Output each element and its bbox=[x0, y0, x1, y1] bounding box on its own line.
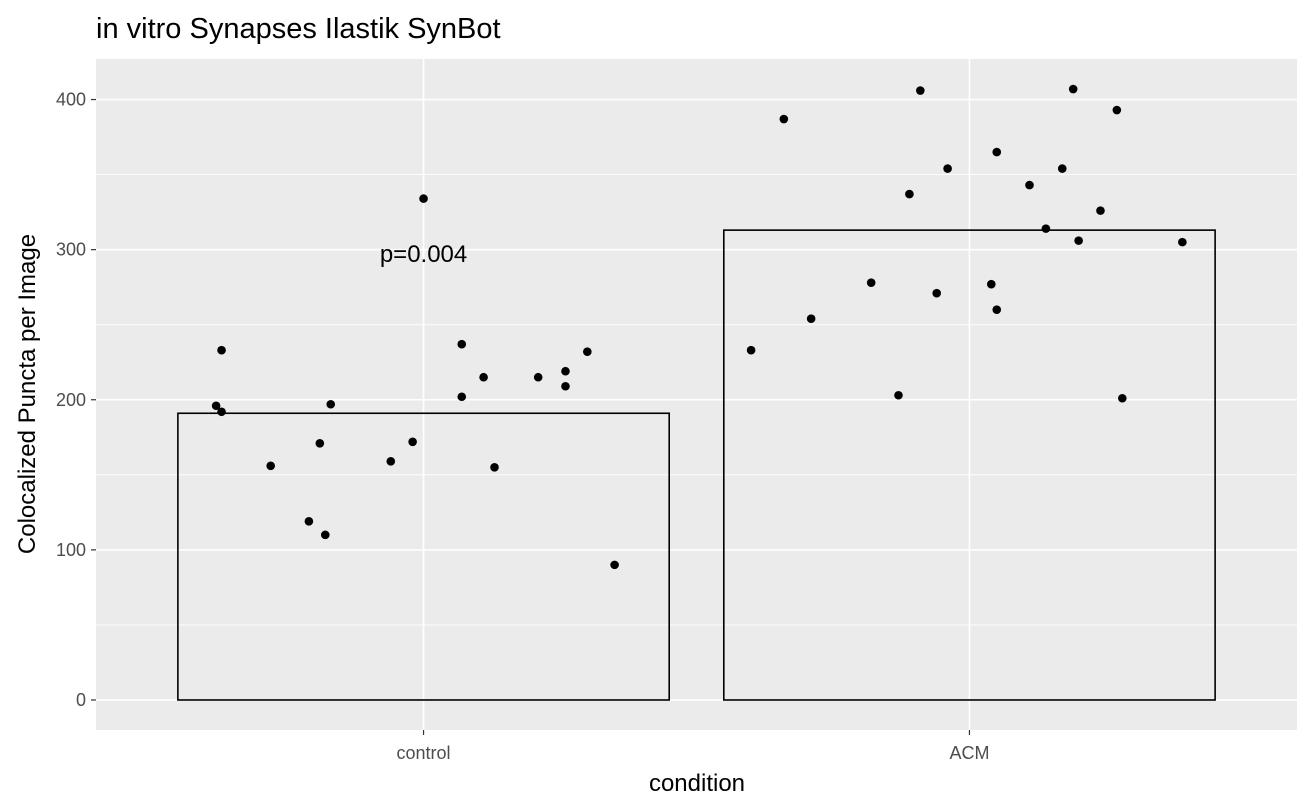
data-point bbox=[304, 517, 314, 526]
data-point bbox=[217, 407, 226, 417]
bar-control bbox=[177, 412, 671, 701]
chart-title: in vitro Synapses Ilastik SynBot bbox=[96, 13, 501, 45]
data-point bbox=[1118, 393, 1127, 403]
data-point bbox=[1057, 164, 1067, 173]
data-point bbox=[932, 288, 941, 298]
data-point bbox=[211, 401, 221, 411]
x-axis-ticks: control ACM bbox=[397, 730, 989, 763]
data-point bbox=[408, 437, 417, 447]
data-point bbox=[1068, 84, 1078, 94]
x-axis-label: condition bbox=[649, 770, 745, 797]
data-point bbox=[992, 147, 1002, 157]
data-point bbox=[457, 392, 467, 402]
data-point bbox=[583, 347, 592, 357]
data-point bbox=[905, 189, 914, 199]
data-point bbox=[419, 194, 428, 203]
data-point bbox=[315, 438, 325, 448]
data-point bbox=[386, 456, 396, 466]
data-point bbox=[326, 399, 336, 409]
data-point bbox=[1041, 224, 1051, 233]
data-point bbox=[1096, 206, 1105, 215]
data-point bbox=[457, 339, 467, 349]
data-point bbox=[561, 366, 570, 376]
data-point bbox=[1112, 105, 1122, 115]
data-point bbox=[746, 345, 756, 355]
data-point bbox=[916, 86, 925, 95]
data-point bbox=[866, 278, 876, 287]
data-point bbox=[479, 372, 488, 382]
data-point bbox=[561, 381, 570, 391]
data-points bbox=[211, 84, 1187, 570]
plot-panel bbox=[96, 59, 1297, 730]
data-point bbox=[266, 461, 275, 471]
data-point bbox=[894, 390, 903, 400]
data-point bbox=[992, 305, 1002, 314]
data-point bbox=[806, 314, 816, 323]
data-point bbox=[610, 560, 619, 570]
data-point bbox=[533, 372, 543, 382]
data-point bbox=[1074, 236, 1083, 245]
p-value-annotation: p=0.004 bbox=[380, 241, 467, 268]
data-point bbox=[986, 279, 996, 289]
y-tick-label: 200 bbox=[56, 390, 86, 410]
bars bbox=[177, 229, 1216, 701]
data-point bbox=[217, 345, 226, 355]
y-axis-label: Colocalized Puncta per Image bbox=[14, 234, 41, 554]
bar-acm bbox=[722, 229, 1216, 701]
data-point bbox=[1178, 237, 1187, 247]
y-tick-label: 0 bbox=[76, 690, 86, 710]
y-tick-label: 100 bbox=[56, 540, 86, 560]
x-tick-label: control bbox=[397, 743, 451, 763]
data-point bbox=[779, 114, 789, 124]
data-point bbox=[943, 164, 952, 173]
minor-gridlines bbox=[96, 174, 1297, 626]
data-point bbox=[320, 530, 330, 540]
x-tick-label: ACM bbox=[949, 743, 989, 763]
data-point bbox=[1025, 180, 1034, 190]
y-tick-label: 400 bbox=[56, 90, 86, 110]
data-point bbox=[490, 463, 499, 472]
y-axis-ticks: 0 100 200 300 400 bbox=[56, 90, 96, 710]
y-tick-label: 300 bbox=[56, 240, 86, 260]
